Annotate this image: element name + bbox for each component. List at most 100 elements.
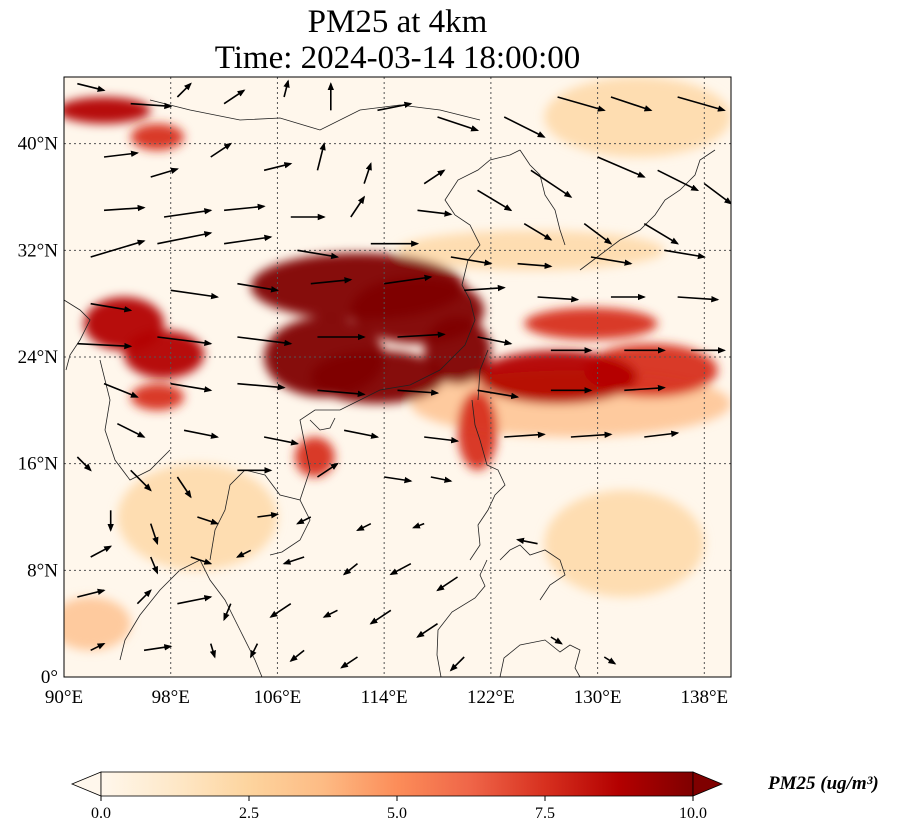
lon-tick-label: 122°E	[467, 687, 515, 708]
lon-tick-label: 106°E	[254, 687, 302, 708]
wind-vector-81	[384, 476, 413, 484]
wind-vector-17	[363, 162, 372, 184]
map-frame	[63, 76, 732, 678]
colorbar-tick-label: 10.0	[679, 805, 707, 822]
wind-vector-23	[703, 183, 731, 205]
colorbar-bar	[100, 771, 694, 797]
coastline-indochina	[209, 469, 311, 561]
pm25-plume-9	[294, 436, 335, 478]
coastline-philippines	[469, 399, 506, 561]
wind-vector-101	[223, 603, 232, 622]
wind-vector-78	[176, 476, 192, 499]
wind-vector-112	[449, 656, 465, 672]
wind-vector-91	[149, 556, 159, 575]
wind-vector-102	[269, 603, 292, 618]
wind-vector-97	[436, 576, 458, 592]
wind-vector-43	[170, 289, 219, 300]
coastline-korea	[519, 149, 566, 246]
wind-vector-88	[356, 522, 372, 532]
wind-vector-56	[477, 336, 513, 346]
map-title-line-1: PM25 at 4km	[307, 4, 488, 40]
wind-vector-108	[209, 643, 216, 659]
wind-vector-45	[310, 277, 353, 285]
wind-vector-18	[423, 169, 446, 185]
colorbar-tick-label: 0.0	[91, 805, 111, 822]
colorbar-tick-label: 5.0	[387, 805, 407, 822]
wind-vector-63	[317, 389, 366, 397]
wind-vector-48	[537, 296, 580, 303]
wind-vector-99	[136, 589, 152, 605]
wind-vector-110	[289, 649, 305, 662]
wind-vector-34	[157, 231, 213, 245]
wind-vector-73	[504, 431, 546, 438]
coastline-borneo	[436, 559, 488, 677]
pm25-plume-15	[64, 96, 151, 124]
lon-tick-label: 130°E	[574, 687, 622, 708]
wind-vector-30	[523, 222, 553, 241]
gridlines	[64, 77, 731, 677]
wind-vector-38	[450, 256, 493, 266]
pm25-plume-20	[424, 316, 491, 384]
wind-vector-2	[176, 82, 192, 98]
wind-vector-94	[282, 556, 305, 565]
wind-vector-26	[224, 203, 266, 212]
wind-vector-21	[597, 156, 646, 178]
wind-vector-20	[530, 169, 573, 198]
wind-vector-19	[477, 189, 513, 212]
wind-vector-67	[624, 384, 666, 392]
map-plot-area	[64, 77, 731, 677]
pm25-plume-10	[457, 390, 498, 471]
wind-vector-44	[237, 282, 280, 293]
wind-vector-14	[210, 142, 233, 158]
colorbar-tick-label: 2.5	[239, 805, 259, 822]
wind-vector-53	[237, 336, 293, 347]
wind-vector-8	[503, 116, 546, 138]
wind-vector-36	[297, 249, 340, 260]
pm25-plume-1	[544, 490, 705, 598]
wind-vector-107	[143, 644, 173, 652]
pm25-plume-2	[544, 77, 731, 158]
map-title-line-2: Time: 2024-03-14 18:00:00	[214, 40, 581, 76]
lon-tick-label: 114°E	[361, 687, 408, 708]
colorbar-label: PM25 (ug/m³)	[768, 773, 879, 794]
wind-vector-35	[223, 234, 273, 245]
wind-vector-64	[397, 389, 440, 396]
wind-vector-15	[263, 162, 293, 172]
wind-vector-61	[170, 382, 213, 393]
wind-vector-6	[377, 101, 413, 112]
wind-vector-33	[90, 239, 146, 258]
wind-vector-85	[197, 516, 219, 525]
wind-vector-98	[77, 588, 106, 598]
wind-vector-40	[590, 256, 633, 266]
wind-vector-92	[190, 556, 213, 565]
wind-vector-24	[103, 204, 146, 212]
wind-vector-7	[437, 116, 480, 132]
wind-vector-89	[412, 522, 425, 529]
wind-vector-76	[76, 456, 92, 472]
wind-vector-22	[657, 169, 700, 192]
coastline-hainan	[309, 417, 336, 431]
wind-vector-62	[237, 382, 286, 391]
wind-vector-50	[677, 296, 720, 303]
lat-tick-label: 0°	[41, 667, 58, 688]
lon-tick-label: 98°E	[152, 687, 190, 708]
colorbar-extend-max	[692, 771, 724, 797]
wind-vector-13	[150, 167, 179, 178]
wind-vector-41	[664, 249, 706, 260]
wind-vector-65	[477, 389, 520, 400]
wind-vector-109	[250, 643, 259, 659]
wind-vector-10	[610, 96, 653, 112]
wind-vector-32	[643, 222, 680, 245]
wind-vector-100	[177, 595, 213, 605]
wind-vector-46	[384, 274, 433, 285]
wind-vector-95	[342, 563, 358, 576]
wind-vector-28	[350, 195, 366, 218]
wind-vector-31	[583, 223, 613, 245]
lat-tick-label: 24°N	[18, 347, 59, 368]
wind-vectors	[76, 79, 731, 672]
wind-vector-1	[130, 102, 173, 110]
wind-vector-42	[90, 302, 133, 313]
colorbar-extend-min	[70, 771, 102, 797]
latitude-ticks: 0° 8°N 16°N 24°N 32°N 40°N	[18, 134, 59, 688]
